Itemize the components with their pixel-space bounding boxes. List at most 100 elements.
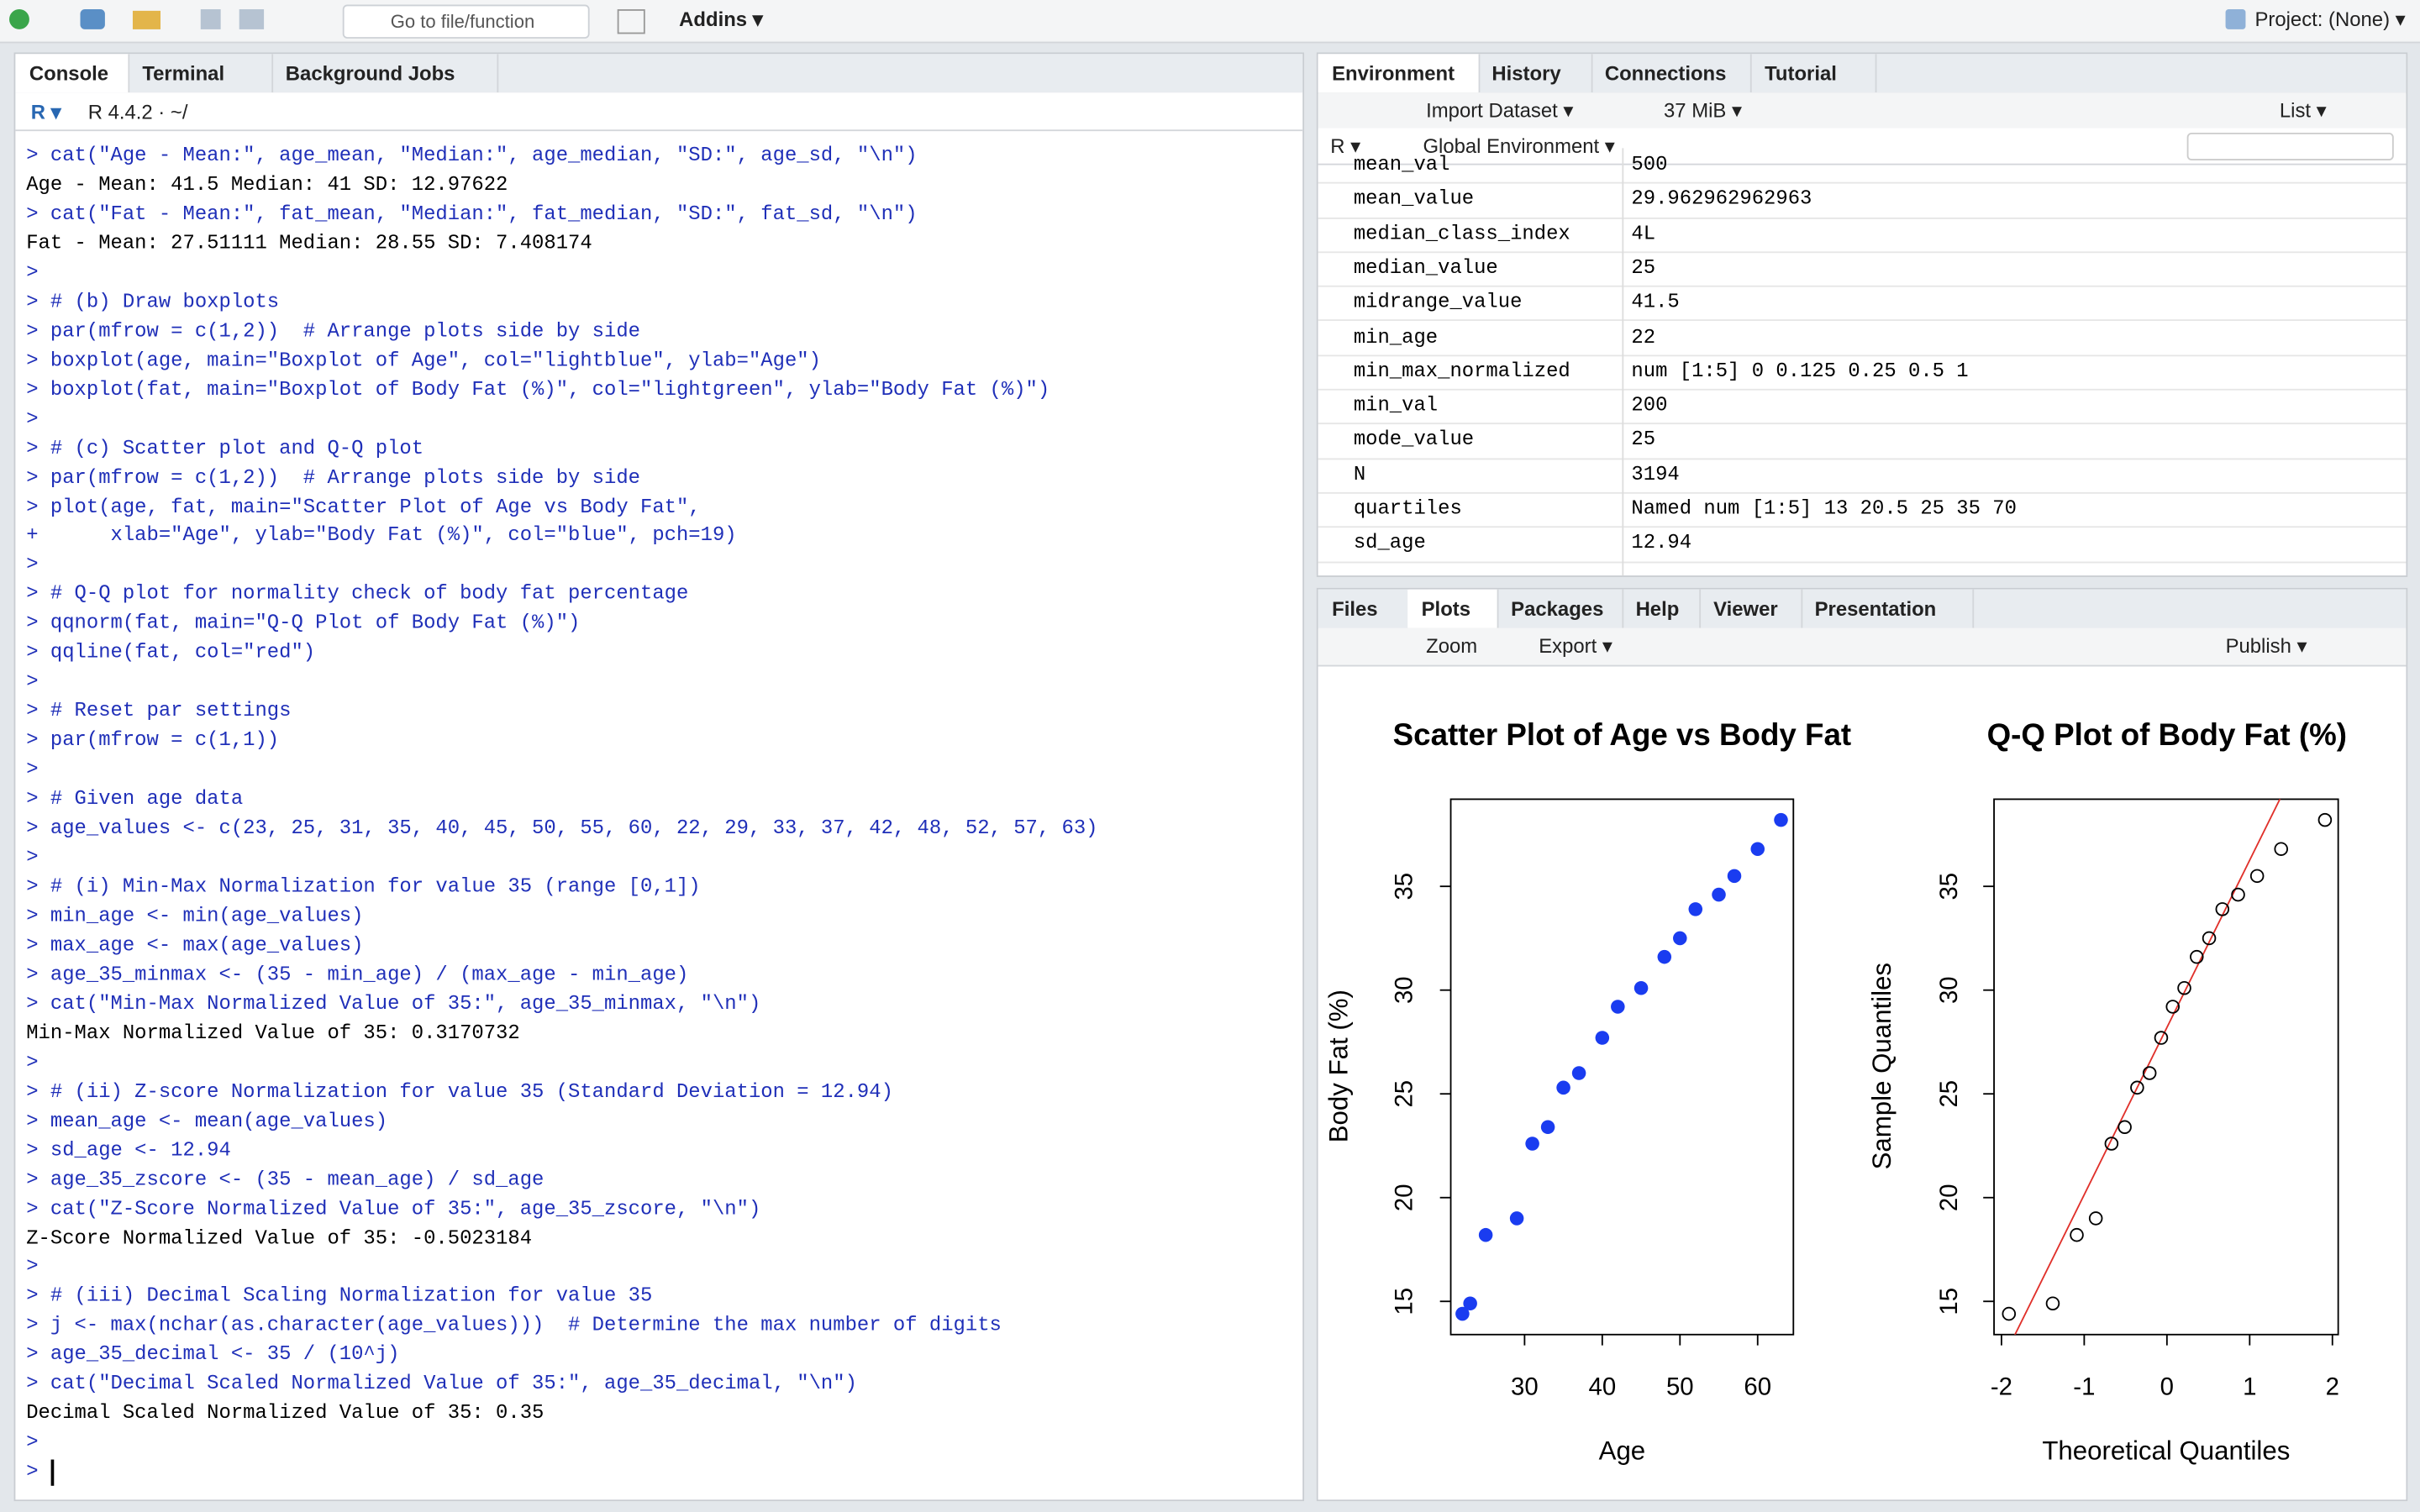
- console-output-line: Age - Mean: 41.5 Median: 41 SD: 12.97622: [26, 172, 508, 197]
- y-tick-label: 25: [1935, 1080, 1963, 1108]
- env-row[interactable]: mean_value 29.962962962963: [1318, 182, 2407, 219]
- console-output-line: Fat - Mean: 27.51111 Median: 28.55 SD: 7…: [26, 231, 592, 255]
- environment-scope-bar: R ▾ Global Environment ▾: [1318, 128, 2407, 165]
- y-tick-label: 15: [1391, 1288, 1418, 1315]
- tab-label: Files: [1332, 596, 1378, 621]
- tab[interactable]: Packages: [1497, 589, 1623, 628]
- console-input: > # (b) Draw boxplots: [26, 289, 280, 313]
- point: [1750, 842, 1765, 856]
- console-input: > age_35_decimal <- 35 / (10^j): [26, 1342, 400, 1367]
- console-input: > age_35_zscore <- (35 - mean_age) / sd_…: [26, 1167, 544, 1191]
- tab-label: Environment: [1332, 61, 1455, 86]
- console-input: > boxplot(fat, main="Boxplot of Body Fat…: [26, 377, 1050, 401]
- tab[interactable]: Files: [1318, 589, 1409, 628]
- env-row[interactable]: N 3194: [1318, 458, 2407, 494]
- import-dataset[interactable]: Import Dataset ▾: [1426, 98, 1574, 123]
- x-tick-label: 2: [2326, 1373, 2339, 1400]
- env-row[interactable]: mean_val 500: [1318, 148, 2407, 185]
- point: [1463, 1296, 1477, 1310]
- env-row[interactable]: mode_value 25: [1318, 423, 2407, 459]
- console-input: > # Reset par settings: [26, 699, 292, 723]
- tab[interactable]: Plots: [1407, 589, 1499, 628]
- console-input: > cat("Decimal Scaled Normalized Value o…: [26, 1372, 857, 1395]
- language-menu[interactable]: R ▾: [1330, 134, 1361, 158]
- project-menu[interactable]: Project: (None) ▾: [2225, 8, 2406, 32]
- y-tick-label: 30: [1391, 976, 1418, 1004]
- point: [2274, 842, 2288, 856]
- tab[interactable]: Connections: [1591, 54, 1753, 93]
- console-input: > cat("Z-Score Normalized Value of 35:",…: [26, 1196, 761, 1221]
- view-menu[interactable]: List ▾: [2279, 98, 2327, 123]
- open-icon[interactable]: [132, 10, 161, 29]
- environment-table: mean_val 500 mean_value 29.962962962963 medi…: [1318, 148, 2407, 576]
- plots-pane: Files Plots Packages Help Viewer Presentation…: [1316, 587, 2408, 1502]
- env-row[interactable]: median_class_index 4L: [1318, 217, 2407, 254]
- env-row[interactable]: sd_age 12.94: [1318, 527, 2407, 563]
- y-axis-label: Body Fat (%): [1323, 990, 1353, 1142]
- environment-tabs: Environment History Connections Tutorial: [1318, 54, 2407, 95]
- console-input: >: [26, 407, 39, 430]
- console-input: >: [26, 553, 39, 576]
- env-row[interactable]: median_value 25: [1318, 251, 2407, 287]
- tab[interactable]: Terminal: [129, 54, 274, 93]
- new-project-icon[interactable]: [80, 9, 105, 29]
- console-input: > # (i) Min-Max Normalization for value …: [26, 874, 701, 898]
- env-value: 29.962962962963: [1631, 186, 1812, 211]
- console-input: >: [26, 260, 39, 284]
- x-tick-label: 60: [1744, 1373, 1771, 1400]
- console-input: >: [26, 845, 39, 869]
- new-file-icon[interactable]: [9, 9, 29, 29]
- tab-label: Background Jobs: [285, 61, 455, 86]
- language-label: R: [1330, 134, 1345, 158]
- console-input: > plot(age, fat, main="Scatter Plot of A…: [26, 494, 701, 518]
- console-output-line: Decimal Scaled Normalized Value of 35: 0…: [26, 1401, 544, 1425]
- env-value: 4L: [1631, 221, 1656, 245]
- zoom-button[interactable]: Zoom: [1426, 634, 1477, 658]
- x-tick-label: 1: [2243, 1373, 2256, 1400]
- console-input: > qqnorm(fat, main="Q-Q Plot of Body Fat…: [26, 612, 581, 635]
- tab[interactable]: Environment: [1318, 54, 1480, 93]
- go-to-label: Go to file/function: [390, 10, 535, 33]
- publish-button[interactable]: Publish ▾: [2225, 633, 2307, 658]
- tab[interactable]: Background Jobs: [271, 54, 499, 93]
- console-input: > par(mfrow = c(1,2)) # Arrange plots si…: [26, 318, 641, 343]
- env-row[interactable]: midrange_value 41.5: [1318, 286, 2407, 322]
- env-row[interactable]: min_age 22: [1318, 320, 2407, 356]
- memory-usage[interactable]: 37 MiB ▾: [1664, 98, 1742, 123]
- x-tick-label: 40: [1588, 1373, 1616, 1400]
- env-row[interactable]: min_val 200: [1318, 389, 2407, 425]
- point: [2104, 1137, 2119, 1151]
- save-all-icon[interactable]: [239, 9, 265, 29]
- plots-toolbar: Zoom Export ▾ Publish ▾: [1318, 627, 2407, 667]
- console-input: > age_values <- c(23, 25, 31, 35, 40, 45…: [26, 816, 1098, 840]
- export-button[interactable]: Export ▾: [1539, 633, 1612, 658]
- env-value: 22: [1631, 324, 1656, 349]
- search-box[interactable]: [2186, 132, 2394, 161]
- env-row[interactable]: quartiles Named num [1:5] 13 20.5 25 35 7…: [1318, 492, 2407, 528]
- y-axis-label: Sample Quantiles: [1867, 963, 1897, 1169]
- point: [1688, 902, 1703, 916]
- y-tick-label: 35: [1935, 873, 1963, 900]
- tab[interactable]: Presentation: [1801, 589, 1975, 628]
- save-icon[interactable]: [200, 9, 221, 29]
- addins-menu[interactable]: Addins ▾: [679, 8, 763, 31]
- x-tick-label: 50: [1666, 1373, 1694, 1400]
- point: [2118, 1120, 2132, 1135]
- console-output[interactable]: > cat("Age - Mean:", age_mean, "Median:"…: [15, 129, 1302, 1499]
- env-name: min_age: [1353, 324, 1439, 349]
- point: [2165, 1000, 2180, 1014]
- env-row[interactable]: min_max_normalized num [1:5] 0 0.125 0.25…: [1318, 354, 2407, 391]
- point: [1712, 887, 1726, 902]
- console-input: > age_35_minmax <- (35 - min_age) / (max…: [26, 962, 689, 986]
- y-tick-label: 30: [1935, 976, 1963, 1004]
- tab[interactable]: History: [1478, 54, 1593, 93]
- go-to-file[interactable]: Go to file/function: [342, 4, 590, 39]
- layout-icon[interactable]: [617, 9, 645, 34]
- console-input: > par(mfrow = c(1,2)) # Arrange plots si…: [26, 465, 641, 489]
- tab[interactable]: Help: [1622, 589, 1702, 628]
- scope-menu[interactable]: Global Environment ▾: [1423, 134, 1615, 158]
- tab[interactable]: Console: [15, 54, 130, 93]
- tab[interactable]: Viewer: [1700, 589, 1802, 628]
- point: [2154, 1031, 2169, 1045]
- tab[interactable]: Tutorial: [1751, 54, 1877, 93]
